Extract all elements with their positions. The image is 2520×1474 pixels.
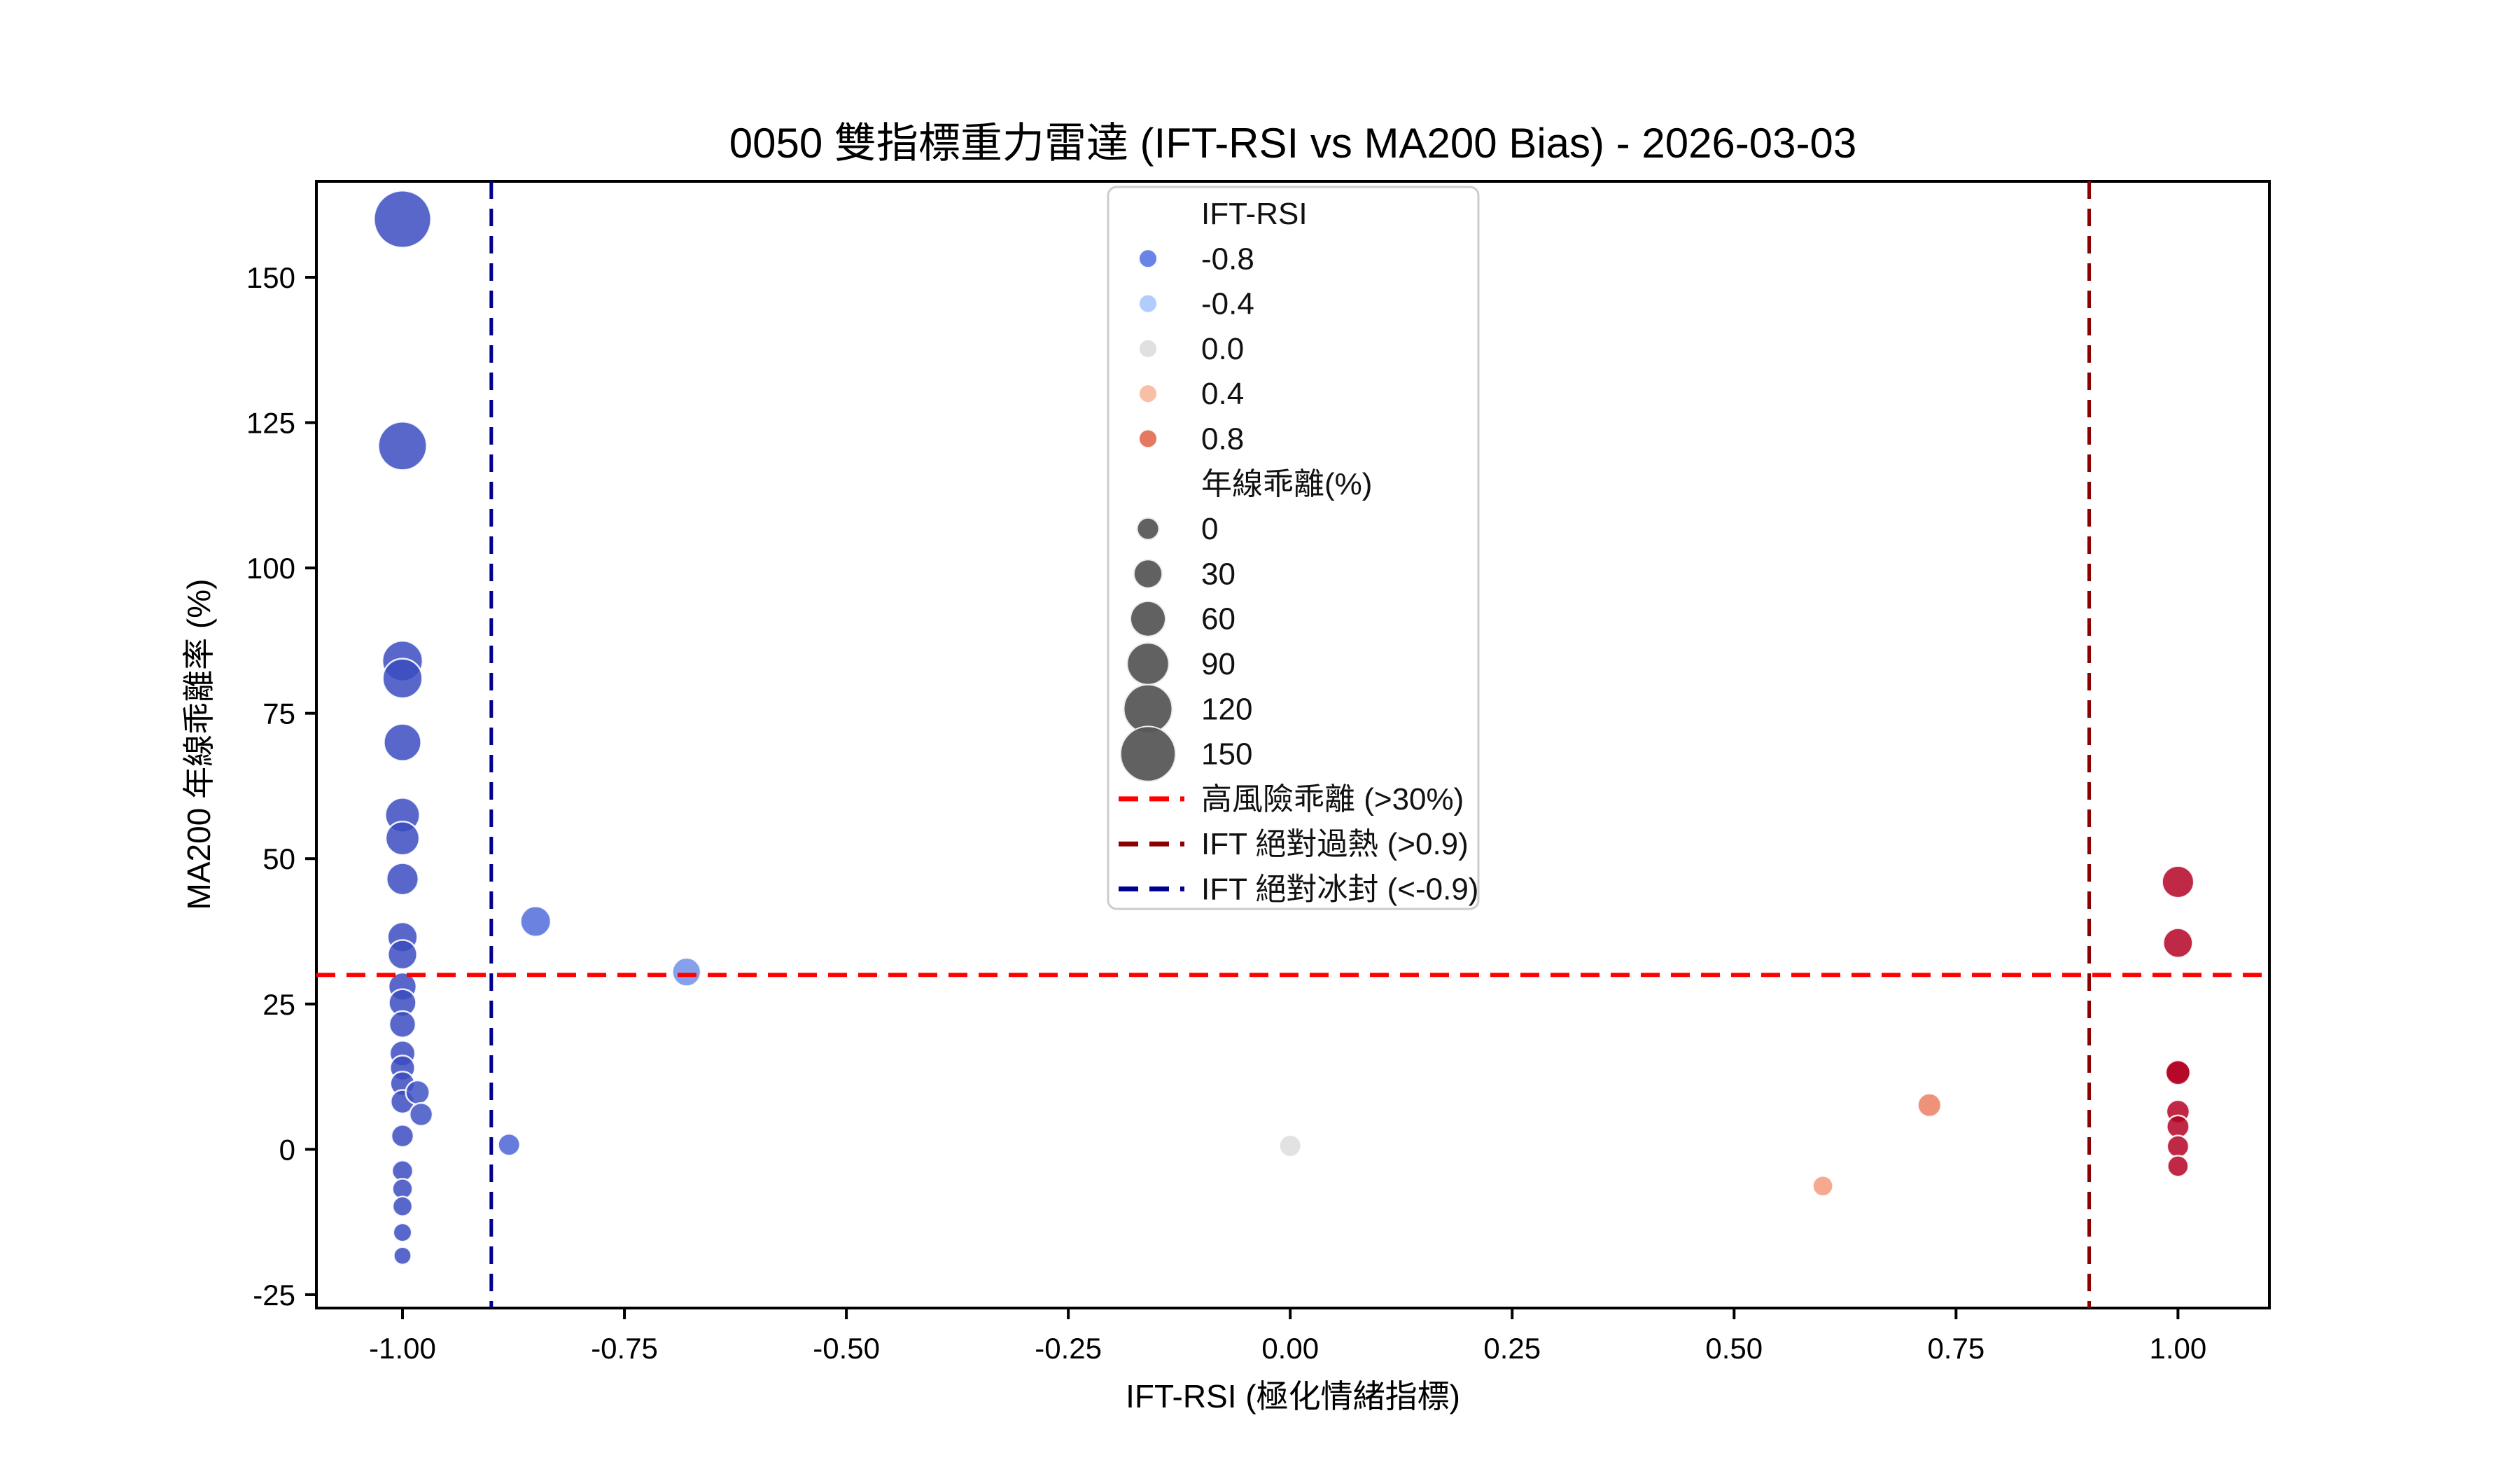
y-tick-label: 125 bbox=[246, 407, 295, 440]
x-tick-label: 0.25 bbox=[1483, 1332, 1541, 1365]
x-tick-label: -1.00 bbox=[369, 1332, 436, 1365]
x-tick-label: 1.00 bbox=[2150, 1332, 2207, 1365]
data-point bbox=[388, 1010, 417, 1038]
data-point bbox=[386, 939, 419, 971]
legend-color-label: 0.8 bbox=[1201, 422, 1244, 457]
data-points-layer bbox=[372, 189, 2195, 1266]
y-tick-label: 75 bbox=[262, 697, 295, 730]
y-axis-ticks: -25 0 25 50 75 100 125 150 bbox=[246, 261, 316, 1312]
x-tick-label: -0.25 bbox=[1035, 1332, 1102, 1365]
y-tick-label: 0 bbox=[279, 1133, 295, 1166]
data-point bbox=[519, 905, 552, 938]
legend-line-label: 高風險乖離 (>30%) bbox=[1201, 782, 1464, 816]
data-point bbox=[372, 189, 433, 249]
data-point bbox=[1917, 1092, 1942, 1118]
data-point bbox=[385, 862, 420, 896]
data-point bbox=[384, 820, 421, 856]
legend-size-swatch bbox=[1126, 642, 1170, 686]
legend-box bbox=[1107, 186, 1480, 910]
data-point bbox=[2166, 1134, 2190, 1159]
legend-color-swatch bbox=[1138, 338, 1158, 359]
legend-size-label: 0 bbox=[1201, 512, 1218, 546]
data-point bbox=[392, 1222, 413, 1243]
legend-size-label: 120 bbox=[1201, 692, 1252, 726]
x-tick-label: -0.75 bbox=[591, 1332, 658, 1365]
legend-color-label: 0.4 bbox=[1201, 377, 1244, 411]
chart-title: 0050 雙指標重力雷達 (IFT-RSI vs MA200 Bias) - 2… bbox=[729, 120, 1857, 167]
data-point bbox=[405, 1079, 430, 1106]
y-tick-label: 50 bbox=[262, 842, 295, 875]
legend-size-label: 30 bbox=[1201, 557, 1236, 591]
data-point bbox=[2166, 1114, 2190, 1139]
legend-color-label: -0.8 bbox=[1201, 242, 1254, 276]
legend-size-swatch bbox=[1119, 725, 1177, 782]
data-point bbox=[497, 1132, 522, 1157]
legend: IFT-RSI -0.8 -0.4 0.0 0.4 0.8 年線乖離(%) 0 30 60 90 1… bbox=[1107, 186, 1480, 910]
y-axis-label: MA200 年線乖離率 (%) bbox=[181, 579, 217, 910]
y-tick-label: -25 bbox=[253, 1279, 295, 1312]
x-axis-label: IFT-RSI (極化情緒指標) bbox=[1126, 1378, 1460, 1414]
data-point bbox=[2166, 1155, 2190, 1178]
legend-rows: -0.8 -0.4 0.0 0.4 0.8 年線乖離(%) 0 30 60 90 120 150 高風險… bbox=[1119, 242, 1478, 907]
legend-color-swatch bbox=[1138, 384, 1158, 404]
data-point bbox=[2164, 1059, 2192, 1086]
y-tick-label: 25 bbox=[262, 988, 295, 1021]
legend-size-title: 年線乖離(%) bbox=[1201, 467, 1372, 501]
data-point bbox=[383, 723, 422, 763]
legend-size-swatch bbox=[1136, 517, 1160, 541]
plot-area-frame bbox=[315, 180, 2271, 1309]
legend-size-label: 150 bbox=[1201, 737, 1252, 772]
data-point bbox=[390, 1124, 415, 1148]
data-point bbox=[2161, 865, 2195, 899]
legend-color-swatch bbox=[1138, 293, 1158, 314]
data-point bbox=[382, 658, 424, 700]
legend-size-label: 90 bbox=[1201, 647, 1236, 681]
data-point bbox=[377, 420, 428, 471]
threshold-lines-layer bbox=[316, 181, 2269, 1308]
legend-color-swatch bbox=[1138, 249, 1158, 269]
x-tick-label: -0.50 bbox=[813, 1332, 880, 1365]
y-tick-label: 100 bbox=[246, 552, 295, 585]
data-point bbox=[1812, 1174, 1834, 1197]
legend-size-swatch bbox=[1130, 600, 1166, 637]
legend-color-swatch bbox=[1138, 429, 1158, 449]
x-tick-label: 0.50 bbox=[1705, 1332, 1763, 1365]
data-point bbox=[393, 1246, 412, 1266]
y-tick-label: 150 bbox=[246, 261, 295, 294]
data-point bbox=[391, 1195, 414, 1217]
x-axis-ticks: -1.00 -0.75 -0.50 -0.25 0.00 0.25 0.50 0.75 1.00 bbox=[369, 1308, 2206, 1365]
data-point bbox=[408, 1101, 434, 1127]
legend-color-label: -0.4 bbox=[1201, 287, 1254, 321]
x-tick-label: 0.75 bbox=[1927, 1332, 1984, 1365]
data-point bbox=[2162, 927, 2194, 959]
legend-color-label: 0.0 bbox=[1201, 332, 1244, 366]
legend-size-label: 60 bbox=[1201, 602, 1236, 637]
legend-size-swatch bbox=[1133, 559, 1163, 589]
legend-color-title: IFT-RSI bbox=[1201, 197, 1308, 231]
x-tick-label: 0.00 bbox=[1261, 1332, 1319, 1365]
data-point bbox=[1278, 1134, 1303, 1158]
legend-line-label: IFT 絕對過熱 (>0.9) bbox=[1201, 827, 1469, 861]
data-point bbox=[671, 957, 702, 987]
legend-line-label: IFT 絕對冰封 (<-0.9) bbox=[1201, 872, 1478, 907]
